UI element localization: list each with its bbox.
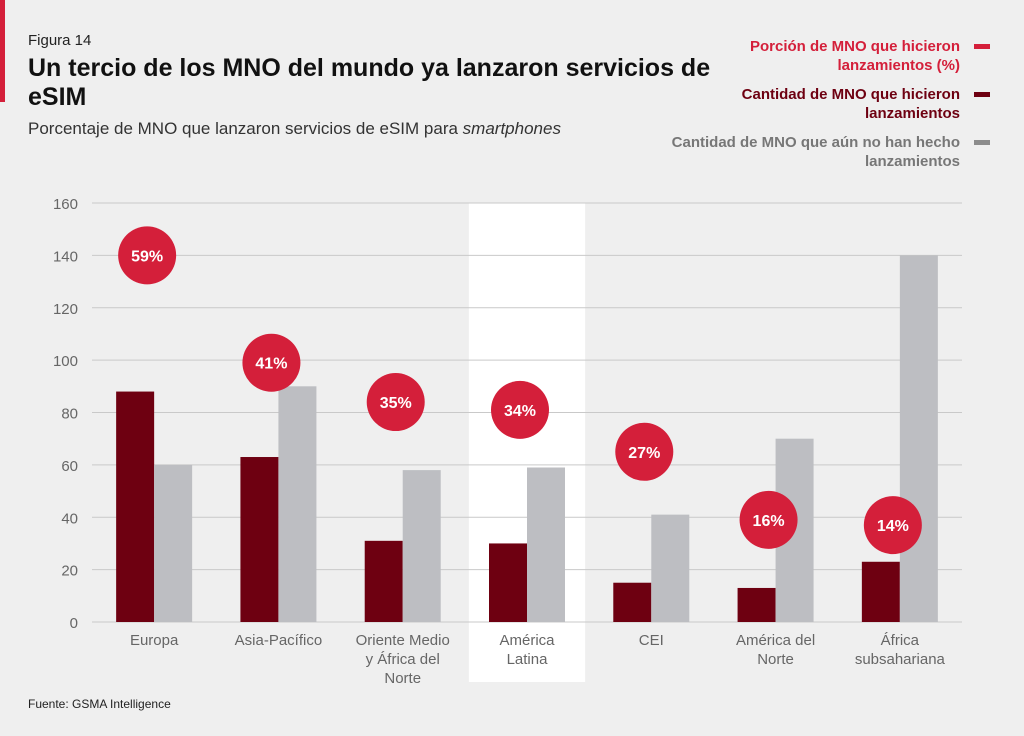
x-tick-label: América <box>499 632 555 649</box>
subtitle-text: Porcentaje de MNO que lanzaron servicios… <box>28 119 463 138</box>
y-tick-label: 120 <box>53 301 78 318</box>
subtitle-italic: smartphones <box>462 119 561 138</box>
y-tick-label: 60 <box>61 458 78 475</box>
bar-not-launched <box>899 255 938 622</box>
x-tick-label: Latina <box>507 651 549 668</box>
y-tick-label: 160 <box>53 196 78 213</box>
legend-item-percent: Porción de MNO que hicieron lanzamientos… <box>670 37 990 75</box>
accent-bar <box>0 0 5 102</box>
legend-swatch-launched <box>974 92 990 97</box>
x-tick-label: CEI <box>639 632 664 649</box>
y-tick-label: 40 <box>61 510 78 527</box>
x-tick-label: subsahariana <box>855 651 946 668</box>
chart-title: Un tercio de los MNO del mundo ya lanzar… <box>28 54 711 111</box>
percent-bubble <box>863 496 922 555</box>
percent-label: 14% <box>877 518 909 535</box>
percent-bubble <box>739 490 798 549</box>
percent-bubble <box>615 422 674 481</box>
percent-label: 41% <box>255 356 287 373</box>
percent-label: 35% <box>380 395 412 412</box>
chart-subtitle: Porcentaje de MNO que lanzaron servicios… <box>28 119 561 139</box>
bar-not-launched <box>651 514 690 622</box>
x-tick-label: Norte <box>757 651 794 668</box>
y-tick-label: 100 <box>53 353 78 370</box>
legend-item-not-launched: Cantidad de MNO que aún no han hecho lan… <box>670 133 990 171</box>
y-tick-label: 0 <box>70 615 78 632</box>
percent-bubble <box>118 226 177 285</box>
bar-launched <box>116 391 155 622</box>
bar-launched <box>737 587 776 622</box>
x-tick-label: Europa <box>130 632 179 649</box>
y-tick-label: 20 <box>61 563 78 580</box>
percent-bubble <box>366 373 425 432</box>
y-tick-label: 140 <box>53 248 78 265</box>
x-tick-label: África <box>881 632 920 649</box>
legend-label-percent: Porción de MNO que hicieron lanzamientos… <box>749 38 960 74</box>
legend-swatch-percent <box>974 44 990 49</box>
bar-launched <box>364 540 403 622</box>
percent-bubble <box>242 333 301 392</box>
legend-label-not-launched: Cantidad de MNO que aún no han hecho lan… <box>671 134 960 170</box>
bar-not-launched <box>402 470 441 622</box>
percent-label: 27% <box>628 445 660 462</box>
x-tick-label: y África del <box>366 651 440 668</box>
bar-launched <box>861 561 900 622</box>
legend: Porción de MNO que hicieron lanzamientos… <box>670 37 990 181</box>
bar-launched <box>613 582 652 622</box>
bar-not-launched <box>154 464 193 622</box>
bar-launched <box>489 543 527 622</box>
x-tick-label: América del <box>736 632 815 649</box>
legend-label-launched: Cantidad de MNO que hicieron lanzamiento… <box>741 86 960 122</box>
bar-not-launched <box>278 386 317 622</box>
legend-swatch-not-launched <box>974 140 990 145</box>
source-note: Fuente: GSMA Intelligence <box>28 697 171 711</box>
x-tick-label: Norte <box>384 670 421 687</box>
x-tick-label: Oriente Medio <box>356 632 450 649</box>
y-tick-label: 80 <box>61 406 78 423</box>
bar-launched <box>240 457 279 622</box>
percent-bubble <box>491 380 549 439</box>
bar-not-launched <box>527 467 565 622</box>
percent-label: 34% <box>504 403 536 420</box>
percent-label: 16% <box>753 513 785 530</box>
x-tick-label: Asia-Pacífico <box>235 632 323 649</box>
percent-label: 59% <box>131 248 163 265</box>
figure-label: Figura 14 <box>28 32 92 49</box>
legend-item-launched: Cantidad de MNO que hicieron lanzamiento… <box>670 85 990 123</box>
